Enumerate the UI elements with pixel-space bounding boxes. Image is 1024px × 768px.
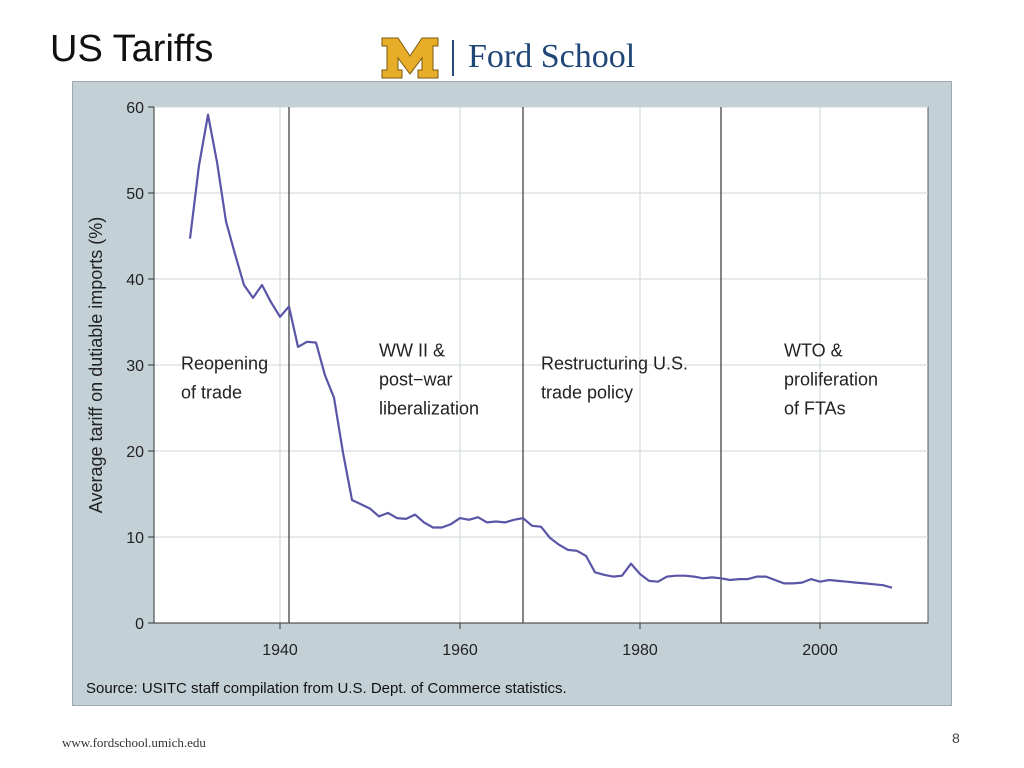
era-annotation-line: proliferation [784, 369, 878, 389]
era-annotation: Restructuring U.S. trade policy [541, 353, 688, 402]
tariff-series-line [188, 113, 893, 589]
era-annotation: Reopening of trade [181, 353, 268, 402]
era-annotation-line: of FTAs [784, 398, 846, 418]
era-annotation-line: WTO & [784, 340, 843, 360]
footer-url[interactable]: www.fordschool.umich.edu [62, 735, 206, 750]
y-tick-label: 20 [126, 444, 144, 461]
block-m-icon [381, 37, 439, 79]
x-tick-label: 1940 [262, 642, 298, 659]
logo-divider [452, 40, 454, 76]
page-number: 8 [952, 730, 960, 746]
x-tick-label: 2000 [802, 642, 838, 659]
y-axis-label: Average tariff on dutiable imports (%) [86, 217, 106, 513]
era-annotation-line: trade policy [541, 382, 633, 402]
era-annotation: WW II & post−war liberalization [379, 340, 479, 418]
y-tick-label: 30 [126, 358, 144, 375]
y-tick-label: 10 [126, 530, 144, 547]
era-annotation-line: liberalization [379, 398, 479, 418]
tariff-line-chart: 0 10 20 30 40 50 60 1940 1960 1980 2000 Average tar… [86, 100, 929, 697]
y-tick-label: 60 [126, 100, 144, 117]
era-annotation-line: WW II & [379, 340, 445, 360]
y-tick-label: 40 [126, 272, 144, 289]
y-tick-label: 50 [126, 186, 144, 203]
era-annotation: WTO & proliferation of FTAs [784, 340, 878, 418]
chart-source: Source: USITC staff compilation from U.S… [86, 680, 567, 697]
y-tick-label: 0 [135, 616, 144, 633]
era-annotation-line: Restructuring U.S. [541, 353, 688, 373]
era-annotation-line: of trade [181, 382, 242, 402]
era-annotation-line: post−war [379, 369, 453, 389]
x-tick-label: 1960 [442, 642, 478, 659]
x-tick-label: 1980 [622, 642, 658, 659]
ford-school-logo-text: Ford School [468, 38, 636, 75]
era-annotation-line: Reopening [181, 353, 268, 373]
slide-title: US Tariffs [50, 28, 214, 70]
